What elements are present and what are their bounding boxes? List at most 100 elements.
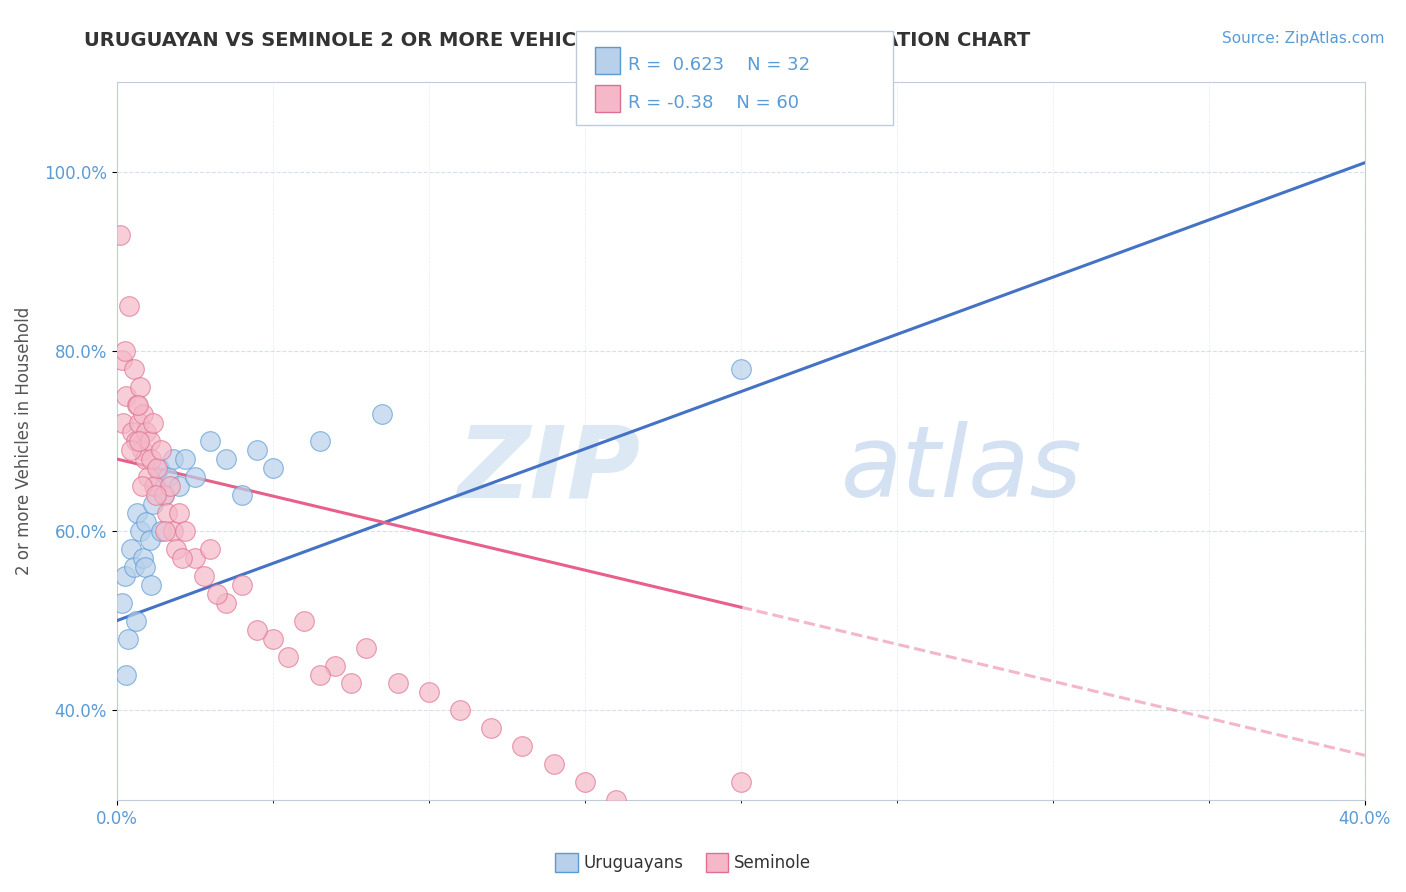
Point (132, 550, 155, 565)
Point (127, 398, 149, 412)
Point (136, 470, 159, 484)
Point (292, 614, 315, 628)
Point (131, 479, 153, 493)
Point (127, 398, 149, 412)
Point (110, 353, 132, 368)
Point (138, 533, 160, 547)
Point (108, 227, 131, 242)
Point (387, 676, 409, 690)
Text: R =  0.623    N = 32: R = 0.623 N = 32 (628, 56, 811, 74)
Point (157, 470, 180, 484)
Point (127, 506, 149, 520)
Point (479, 722, 502, 736)
Text: R = -0.38    N = 60: R = -0.38 N = 60 (628, 94, 800, 112)
Point (149, 524, 172, 538)
Point (246, 623, 269, 637)
Point (172, 550, 194, 565)
Point (141, 452, 163, 467)
Point (730, 362, 752, 376)
Point (418, 685, 440, 699)
Point (200, 541, 222, 556)
Point (512, 739, 534, 754)
Point (149, 443, 172, 458)
Point (165, 541, 187, 556)
Point (145, 488, 167, 502)
Point (605, 793, 627, 807)
Point (141, 578, 163, 592)
Point (112, 416, 135, 430)
Text: atlas: atlas (841, 421, 1083, 518)
Point (167, 479, 190, 493)
Point (356, 640, 378, 655)
Point (449, 703, 471, 717)
Point (143, 479, 166, 493)
Point (231, 578, 253, 592)
Point (128, 416, 150, 430)
Point (323, 658, 346, 673)
Point (120, 541, 142, 556)
Point (152, 488, 174, 502)
Point (174, 524, 197, 538)
Point (115, 667, 138, 681)
Point (132, 407, 155, 421)
Point (277, 649, 299, 664)
Point (110, 596, 132, 610)
Text: Seminole: Seminole (734, 854, 811, 871)
Point (340, 676, 363, 690)
Point (121, 425, 143, 439)
Text: URUGUAYAN VS SEMINOLE 2 OR MORE VEHICLES IN HOUSEHOLD CORRELATION CHART: URUGUAYAN VS SEMINOLE 2 OR MORE VEHICLES… (84, 31, 1031, 50)
Point (215, 596, 238, 610)
Point (146, 461, 169, 475)
Point (134, 559, 156, 574)
Point (200, 434, 222, 448)
Point (142, 497, 165, 511)
Point (128, 434, 150, 448)
Point (231, 488, 253, 502)
Point (138, 434, 160, 448)
Point (215, 452, 238, 467)
Point (184, 470, 207, 484)
Point (193, 568, 215, 582)
Point (122, 559, 145, 574)
Point (174, 452, 197, 467)
Point (308, 434, 330, 448)
Point (148, 461, 170, 475)
Point (162, 452, 184, 467)
Point (118, 299, 141, 313)
Point (122, 362, 145, 376)
Point (262, 461, 284, 475)
Point (543, 757, 565, 772)
Point (114, 344, 136, 359)
Point (246, 443, 269, 458)
Point (159, 479, 181, 493)
Point (162, 524, 184, 538)
Point (574, 775, 596, 789)
Point (120, 443, 142, 458)
Point (152, 488, 174, 502)
Point (135, 425, 157, 439)
Text: ZIP: ZIP (458, 421, 641, 518)
Point (129, 524, 152, 538)
Point (117, 632, 139, 646)
Text: Source: ZipAtlas.com: Source: ZipAtlas.com (1222, 31, 1385, 46)
Point (156, 506, 179, 520)
Point (124, 434, 146, 448)
Point (308, 667, 330, 681)
Point (131, 443, 153, 458)
Point (262, 632, 284, 646)
Text: Uruguayans: Uruguayans (583, 854, 683, 871)
Point (142, 416, 165, 430)
Point (184, 550, 207, 565)
Point (205, 587, 228, 601)
Point (145, 479, 167, 493)
Point (124, 614, 146, 628)
Point (730, 775, 752, 789)
Point (153, 524, 176, 538)
Point (371, 407, 394, 421)
Point (167, 506, 190, 520)
Y-axis label: 2 or more Vehicles in Household: 2 or more Vehicles in Household (15, 307, 32, 575)
Point (135, 515, 157, 529)
Point (115, 389, 138, 403)
Point (134, 452, 156, 467)
Point (114, 568, 136, 582)
